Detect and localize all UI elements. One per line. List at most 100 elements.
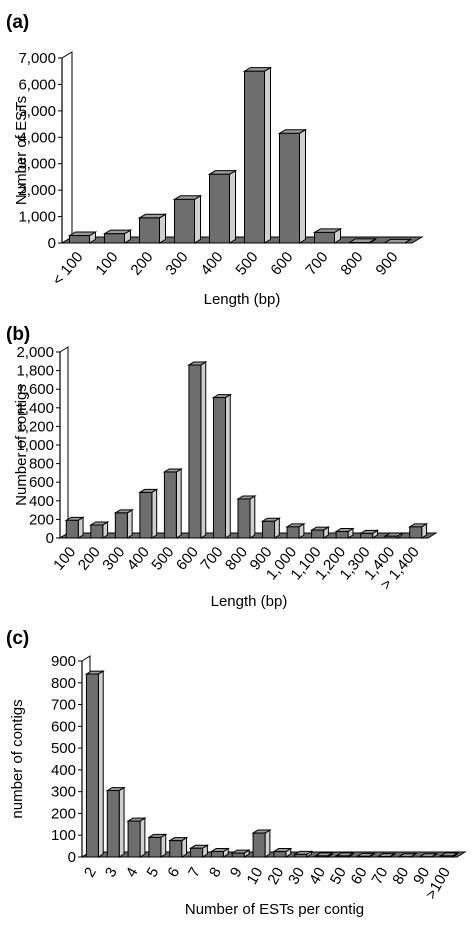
bar-front [356,855,370,858]
bar-front [286,526,300,539]
bar-front [311,529,325,539]
bar-200 [137,213,168,244]
bar-side [264,829,271,858]
y-tick-label: 2,000 [16,344,54,361]
y-tick-label: 200 [51,805,76,822]
bar-front [237,498,251,539]
y-tick-label: 2,000 [18,182,56,199]
bar-side [264,66,271,244]
x-tick-label: 700 [302,249,331,279]
x-tick-label: 700 [197,544,226,574]
bar-front [69,235,90,244]
bar-8 [209,847,230,858]
bar-70 [376,852,397,858]
x-tick-label: < 100 [49,249,86,289]
bar-200 [89,521,110,539]
y-tick-label: 1,800 [16,363,54,380]
bar-front [174,198,195,244]
y-axis-title: Number of contigs [13,384,30,506]
bar-front [106,790,120,858]
y-tick-label: 300 [51,784,76,801]
bar-1100 [309,526,331,539]
bar-side [97,670,104,858]
bar-front [409,526,423,539]
x-axis-title: Length (bp) [211,593,288,610]
bar-3 [105,786,126,858]
bar-front [209,173,230,244]
bar-100 [64,516,85,539]
y-tick-label: 500 [51,740,76,757]
x-tick-label: 800 [337,249,366,279]
bar-front [315,855,329,858]
y-tick-label: 7,000 [18,50,56,67]
bar-front [90,524,104,539]
bar-front [127,820,141,858]
x-tick-label: 40 [306,865,329,888]
bar-600 [187,361,208,539]
y-tick-label: 0 [46,530,54,547]
x-tick-label: 500 [232,249,261,279]
y-tick-label: 0 [48,235,56,252]
bar-700 [211,393,233,539]
bar-6 [168,836,189,858]
bar-front [273,851,287,858]
x-tick-label: 60 [348,865,371,888]
bar-side [299,128,306,244]
x-tick-label: 400 [197,249,226,279]
y-tick-label: 800 [51,675,76,692]
bar-400 [138,488,159,539]
bar-front [65,519,79,539]
x-tick-label: 90 [410,865,433,888]
bar-side [118,786,125,858]
bar-front [148,836,162,858]
y-tick-label: 0 [68,849,76,866]
bar-side [249,495,256,539]
x-tick-label: 7 [185,865,204,881]
bar-1400 [383,532,404,539]
bar-side [200,361,207,539]
x-tick-label: 100 [92,249,121,279]
bar-600 [277,128,308,244]
chart-panel-c: (c) 0 100 200 300 400 500 600 700 800 900 2 3 4 5 6 7 8 91… [6,628,467,918]
y-tick-label: 1,600 [16,381,54,398]
x-tick-label: 500 [148,544,177,574]
y-tick-label: 5,000 [18,103,56,120]
x-tick-label: 400 [124,544,153,574]
y-tick-label: 3,000 [18,156,56,173]
panel-label: (b) [6,324,30,345]
bar-300 [113,508,134,539]
bar-front [139,217,160,244]
chart-panel-a: (a) 0 1,000 2,000 3,000 4,000 5,000 6,000 7,000 <… [6,12,424,308]
bar-front [294,853,308,858]
x-tick-label: 600 [267,249,296,279]
bar-side [159,213,166,244]
bar-front [335,530,349,539]
bar-side [224,393,231,539]
bar-20 [272,847,293,858]
y-tick-label: 100 [51,827,76,844]
y-tick-label: 600 [51,718,76,735]
bar-500 [162,468,183,539]
bar-30 [293,850,314,858]
bar-front [335,855,349,858]
y-tick-label: 4,000 [18,129,56,146]
bar-60 [355,852,376,858]
x-tick-label: 3 [102,865,121,881]
y-tick-label: 800 [29,456,54,473]
bar-900 [382,238,413,244]
bar-front [384,535,398,539]
x-tick-label: 900 [372,249,401,279]
bar-front [169,840,183,858]
bar-1300 [358,529,380,539]
bar-front [252,832,266,858]
bar-300 [172,194,203,244]
x-tick-label: 10 [243,865,266,888]
y-tick-label: 700 [51,697,76,714]
bar-4 [126,817,147,858]
bar-1400 [407,522,429,539]
bar-50 [334,852,355,858]
bar-5 [147,833,168,858]
x-tick-label: 200 [127,249,156,279]
bar-front [262,520,276,539]
x-tick-label: 50 [327,865,350,888]
